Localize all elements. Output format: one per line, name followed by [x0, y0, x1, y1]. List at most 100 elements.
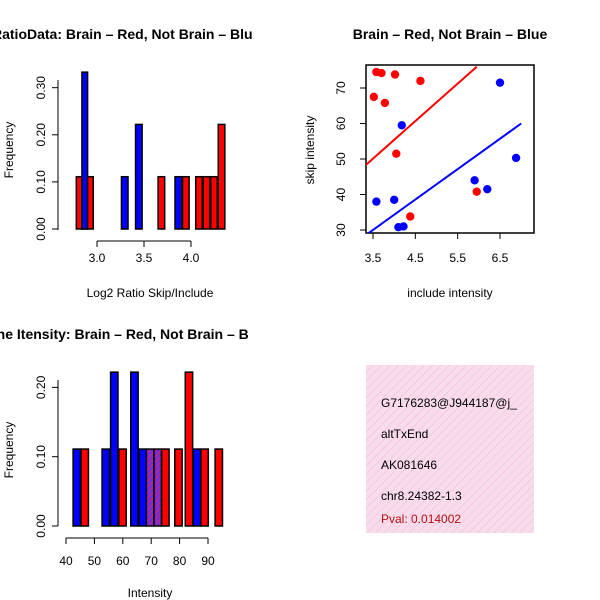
red-point — [377, 68, 386, 78]
blue-point — [483, 184, 492, 194]
intensity-x-tick-label: 70 — [145, 554, 159, 568]
scatter-y-tick-label: 60 — [334, 117, 348, 131]
info-panel: G7176283@J944187@j_ altTxEnd AK081646 ch… — [366, 365, 534, 533]
ratio-bar-9 — [194, 175, 204, 230]
intensity-x-ticks: 40 50 60 70 80 90 — [59, 538, 215, 568]
ratio-histogram: RatioData: Brain – Red, Not Brain – Blu … — [0, 26, 253, 300]
blue-point — [495, 78, 505, 87]
intensity-x-tick-label: 80 — [173, 554, 187, 568]
red-point — [392, 149, 401, 158]
intensity-histogram: Gene Itensity: Brain – Red, Not Brain – … — [0, 326, 249, 600]
ratio-y-label: Frequency — [2, 122, 16, 179]
ratio-bar-6 — [157, 175, 166, 230]
intensity-bar-13 — [200, 448, 210, 527]
intensity-bar-3 — [109, 371, 119, 527]
ratio-x-tick-label: 3.0 — [89, 251, 106, 265]
intensity-y-tick-label: 0.00 — [34, 514, 48, 538]
ratio-bar-11 — [209, 175, 219, 230]
ratio-bar-10 — [202, 175, 211, 230]
intensity-bar-6 — [138, 448, 148, 527]
intensity-bar-8 — [153, 448, 163, 527]
scatter-x-label: include intensity — [407, 286, 492, 300]
intensity-bar-4 — [118, 448, 127, 527]
ratio-y-tick-label: 0.00 — [34, 217, 48, 241]
scatter-plot-frame — [365, 64, 535, 234]
red-point — [380, 98, 390, 108]
blue-point — [470, 176, 479, 185]
scatter-y-ticks: 30 40 50 60 70 — [334, 81, 366, 237]
intensity-title: Gene Itensity: Brain – Red, Not Brain – … — [0, 326, 249, 342]
ratio-bar-7 — [174, 175, 183, 230]
red-point — [369, 92, 379, 102]
blue-point — [399, 222, 408, 231]
scatter-x-ticks: 3.5 4.5 5.5 6.5 — [365, 233, 509, 265]
ratio-bar-3 — [86, 175, 94, 230]
blue-point — [397, 121, 406, 130]
ratio-y-ticks: 0.00 0.10 0.20 0.30 — [34, 76, 58, 241]
scatter-y-tick-label: 70 — [334, 81, 348, 95]
intensity-bar-5 — [130, 371, 139, 527]
ratio-y-tick-label: 0.30 — [34, 76, 48, 100]
scatter-x-tick-label: 4.5 — [407, 251, 424, 265]
intensity-x-tick-label: 60 — [116, 554, 130, 568]
intensity-y-tick-label: 0.20 — [34, 375, 48, 399]
scatter-points — [369, 67, 521, 232]
scatter-y-tick-label: 40 — [334, 188, 348, 202]
scatter-x-tick-label: 3.5 — [365, 251, 382, 265]
intensity-bar-2 — [101, 448, 111, 527]
intensity-bar-1 — [80, 448, 90, 527]
ratio-bar-8 — [181, 175, 190, 230]
intensity-bar-0 — [72, 448, 82, 527]
blue-regression-line — [367, 122, 522, 233]
scatter-x-tick-label: 6.5 — [492, 251, 509, 265]
ratio-y-tick-label: 0.10 — [34, 170, 48, 194]
intensity-bar-9 — [160, 448, 170, 527]
intensity-x-tick-label: 50 — [88, 554, 102, 568]
blue-point — [389, 195, 399, 205]
info-panel-background — [366, 365, 534, 533]
ratio-x-tick-label: 3.5 — [136, 251, 153, 265]
ratio-bars — [75, 71, 226, 230]
intensity-bar-11 — [184, 371, 194, 527]
red-point — [416, 76, 425, 86]
intensity-y-label: Frequency — [2, 422, 16, 479]
red-regression-line — [366, 65, 478, 167]
scatter-y-tick-label: 50 — [334, 152, 348, 166]
intensity-bar-12 — [192, 448, 202, 527]
intensity-bar-7 — [145, 448, 155, 527]
ratio-title: RatioData: Brain – Red, Not Brain – Blu — [0, 26, 253, 42]
blue-point — [511, 153, 521, 163]
info-event-type: altTxEnd — [381, 427, 428, 441]
red-point — [472, 187, 481, 196]
red-point — [406, 212, 415, 221]
scatter-title: Brain – Red, Not Brain – Blue — [353, 26, 548, 42]
info-gene-id: G7176283@J944187@j_ — [381, 396, 517, 410]
info-location: chr8.24382-1.3 — [381, 489, 462, 503]
intensity-bar-10 — [174, 448, 183, 527]
red-point — [390, 70, 400, 79]
ratio-bar-12 — [217, 123, 226, 230]
intensity-bars — [72, 371, 224, 527]
intensity-x-label: Intensity — [128, 586, 173, 600]
scatter-plot: Brain – Red, Not Brain – Blue 3.5 4.5 5.5 6… — [303, 26, 547, 300]
ratio-x-label: Log2 Ratio Skip/Include — [87, 286, 214, 300]
ratio-x-ticks: 3.0 3.5 4.0 — [89, 241, 200, 265]
intensity-x-tick-label: 40 — [59, 554, 73, 568]
intensity-x-tick-label: 90 — [201, 554, 215, 568]
ratio-bar-2 — [81, 71, 89, 230]
info-accession: AK081646 — [381, 458, 437, 472]
ratio-bar-0 — [75, 175, 83, 230]
ratio-y-tick-label: 0.20 — [34, 123, 48, 147]
scatter-y-label: skip intensity — [303, 116, 317, 185]
ratio-bar-4 — [120, 175, 129, 230]
scatter-x-tick-label: 5.5 — [449, 251, 466, 265]
ratio-bar-5 — [134, 123, 143, 230]
intensity-y-ticks: 0.00 0.10 0.20 — [34, 375, 58, 538]
scatter-y-tick-label: 30 — [334, 223, 348, 237]
blue-point — [372, 197, 381, 206]
info-pval: Pval: 0.014002 — [381, 512, 461, 526]
intensity-y-tick-label: 0.10 — [34, 445, 48, 469]
intensity-bar-14 — [214, 448, 224, 527]
ratio-x-tick-label: 4.0 — [183, 251, 200, 265]
